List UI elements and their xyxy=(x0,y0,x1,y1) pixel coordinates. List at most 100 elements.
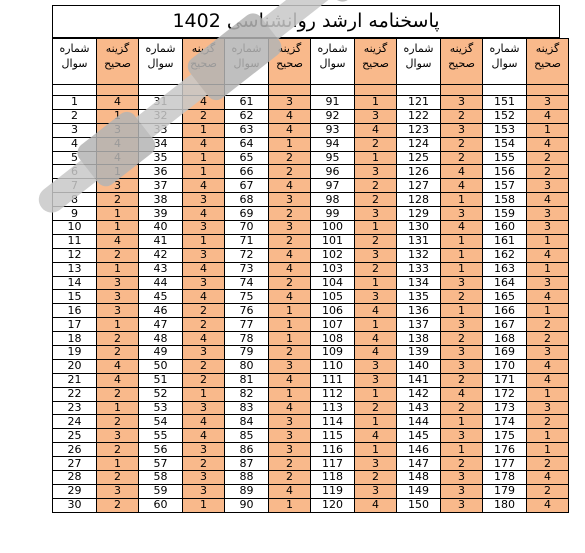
table-row: 4 171 2 141 3 111 4 81 2 51 4 21 xyxy=(52,372,569,388)
correct-option-cell: 1 xyxy=(96,400,139,416)
correct-option-cell: 3 xyxy=(440,206,483,222)
question-number-cell: 11 xyxy=(52,233,97,249)
question-number-cell: 27 xyxy=(52,456,97,472)
correct-option-cell: 2 xyxy=(526,483,569,499)
question-number-cell: 41 xyxy=(138,233,183,249)
table-row: 4 154 2 124 2 94 1 64 4 34 4 4 xyxy=(52,136,569,152)
question-number-cell: 148 xyxy=(396,470,441,485)
question-number-cell: 152 xyxy=(482,108,527,124)
question-number-cell: 72 xyxy=(224,247,269,263)
correct-option-cell: 3 xyxy=(268,428,311,444)
correct-option-cell: 1 xyxy=(96,108,139,124)
table-row: 2 167 3 137 1 107 1 77 2 47 1 17 xyxy=(52,317,569,333)
question-number-cell: 164 xyxy=(482,275,527,291)
correct-option-cell: 1 xyxy=(96,206,139,222)
correct-option-cell: 4 xyxy=(182,206,225,222)
question-number-cell: 140 xyxy=(396,358,441,374)
question-column-header: شماره سوال xyxy=(310,38,355,85)
answer-column-header: گزینه صحیح xyxy=(526,38,569,85)
correct-option-cell: 3 xyxy=(182,345,225,360)
question-number-cell: 98 xyxy=(310,192,355,208)
question-number-cell: 154 xyxy=(482,136,527,152)
question-number-cell: 97 xyxy=(310,178,355,194)
correct-option-cell: 4 xyxy=(268,178,311,194)
question-number-cell: 23 xyxy=(52,400,97,416)
answer-table-body: 3 151 3 121 1 91 3 61 4 31 4 1 4 152 2 122 3 92 4 62 2 32 1 2 1 1… xyxy=(52,95,569,513)
correct-option-cell: 3 xyxy=(526,178,569,194)
correct-option-cell: 1 xyxy=(96,456,139,472)
correct-option-cell: 3 xyxy=(354,358,397,374)
correct-option-cell: 2 xyxy=(182,456,225,472)
question-number-cell: 174 xyxy=(482,414,527,430)
question-number-cell: 8 xyxy=(52,192,97,208)
question-number-cell: 87 xyxy=(224,456,269,472)
correct-option-cell: 4 xyxy=(96,358,139,374)
correct-option-cell: 3 xyxy=(96,428,139,444)
correct-option-cell: 1 xyxy=(526,261,569,277)
correct-option-cell: 2 xyxy=(440,331,483,347)
correct-option-cell: 3 xyxy=(354,206,397,222)
correct-option-cell: 2 xyxy=(268,150,311,166)
question-number-cell: 86 xyxy=(224,442,269,458)
answer-column-header: گزینه صحیح xyxy=(182,38,225,85)
question-number-cell: 5 xyxy=(52,150,97,166)
question-number-cell: 55 xyxy=(138,428,183,444)
question-number-cell: 37 xyxy=(138,178,183,194)
correct-option-cell: 4 xyxy=(96,136,139,152)
correct-option-cell: 1 xyxy=(354,442,397,458)
question-column-header: شماره سوال xyxy=(482,38,527,85)
correct-option-cell: 3 xyxy=(96,178,139,194)
question-number-cell: 180 xyxy=(482,497,527,513)
correct-option-cell: 4 xyxy=(96,372,139,388)
question-number-cell: 90 xyxy=(224,497,269,513)
question-number-cell: 110 xyxy=(310,358,355,374)
question-number-cell: 28 xyxy=(52,470,97,485)
correct-option-cell: 3 xyxy=(526,400,569,416)
correct-option-cell: 1 xyxy=(182,164,225,180)
question-number-cell: 53 xyxy=(138,400,183,416)
correct-option-cell: 4 xyxy=(182,261,225,277)
correct-option-cell: 1 xyxy=(96,261,139,277)
question-number-cell: 91 xyxy=(310,95,355,110)
question-number-cell: 133 xyxy=(396,261,441,277)
correct-option-cell: 3 xyxy=(440,483,483,499)
correct-option-cell: 3 xyxy=(526,275,569,291)
question-number-cell: 42 xyxy=(138,247,183,263)
answer-sheet: پاسخنامه ارشد روانشناسی 1402 گزینه صحیح … xyxy=(52,5,569,513)
question-number-cell: 122 xyxy=(396,108,441,124)
question-column-header: شماره سوال xyxy=(52,38,97,85)
correct-option-cell: 1 xyxy=(182,233,225,249)
correct-option-cell: 1 xyxy=(182,150,225,166)
correct-option-cell: 1 xyxy=(526,122,569,138)
correct-option-cell: 1 xyxy=(526,428,569,444)
question-number-cell: 7 xyxy=(52,178,97,194)
correct-option-cell: 2 xyxy=(354,178,397,194)
table-row: 3 169 3 139 4 109 2 79 3 49 2 19 xyxy=(52,345,569,360)
correct-option-cell: 3 xyxy=(268,95,311,110)
correct-option-cell: 2 xyxy=(440,289,483,305)
correct-option-cell: 4 xyxy=(526,470,569,485)
table-row: 1 166 1 136 4 106 1 76 2 46 3 16 xyxy=(52,303,569,319)
correct-option-cell: 4 xyxy=(354,428,397,444)
question-number-cell: 130 xyxy=(396,220,441,235)
correct-option-cell: 1 xyxy=(268,317,311,333)
question-number-cell: 48 xyxy=(138,331,183,347)
correct-option-cell: 1 xyxy=(354,414,397,430)
question-number-cell: 76 xyxy=(224,303,269,319)
question-number-cell: 108 xyxy=(310,331,355,347)
correct-option-cell: 2 xyxy=(96,247,139,263)
answer-table-header: گزینه صحیح شماره سوال گزینه صحیح شماره س… xyxy=(52,38,569,96)
correct-option-cell: 3 xyxy=(268,192,311,208)
question-number-cell: 102 xyxy=(310,247,355,263)
table-row: 4 158 1 128 2 98 3 68 3 38 2 8 xyxy=(52,192,569,208)
correct-option-cell: 2 xyxy=(354,233,397,249)
question-number-cell: 25 xyxy=(52,428,97,444)
correct-option-cell: 3 xyxy=(182,470,225,485)
correct-option-cell: 1 xyxy=(268,303,311,319)
question-number-cell: 132 xyxy=(396,247,441,263)
question-number-cell: 112 xyxy=(310,386,355,402)
correct-option-cell: 1 xyxy=(182,497,225,513)
correct-option-cell: 1 xyxy=(354,220,397,235)
correct-option-cell: 1 xyxy=(96,317,139,333)
question-number-cell: 74 xyxy=(224,275,269,291)
